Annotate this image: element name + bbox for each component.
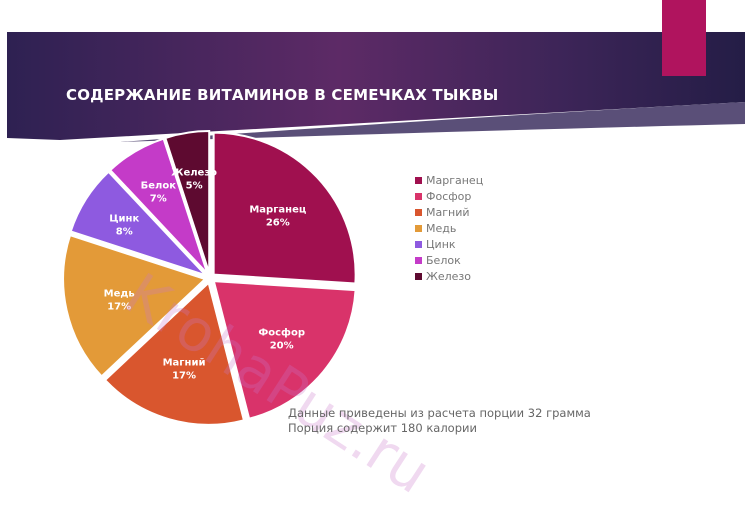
legend-swatch [415,272,422,280]
pie-slice [212,280,357,420]
legend-item: Медь [415,220,483,236]
legend-swatch [415,240,422,248]
legend-label: Фосфор [426,189,472,203]
legend-item: Магний [415,204,483,220]
footnote-line-2: Порция содержит 180 калории [288,421,477,435]
slice-label-value: 7% [150,194,167,205]
pie-slice [62,233,208,378]
legend-swatch [415,208,422,216]
legend-item: Цинк [415,236,483,252]
legend-label: Цинк [426,237,456,251]
legend-item: Железо [415,268,483,284]
pie-slice [212,131,357,285]
slice-label-value: 26% [266,217,290,228]
pie-slice [108,137,209,275]
slice-label-name: Железо [171,168,217,179]
legend-item: Фосфор [415,188,483,204]
pie-slice [103,280,246,426]
legend-label: Белок [426,253,461,267]
header-band [7,0,745,142]
slice-label-value: 5% [186,181,203,192]
slice-label-value: 17% [107,301,131,312]
footnote: Данные приведены из расчета порции 32 гр… [288,406,591,436]
pie-slice [164,130,211,274]
slice-label-value: 17% [172,370,196,381]
footnote-line-1: Данные приведены из расчета порции 32 гр… [288,406,591,420]
pie-chart: Марганец 26% Фосфор 20% Магний 17% Медь 17% Цинк… [62,130,357,426]
slice-label-name: Белок [141,181,177,192]
slice-label-value: 8% [116,227,133,238]
accent-rectangle [662,0,706,76]
slice-label-name: Магний [163,357,206,368]
legend-swatch [415,192,422,200]
legend-label: Медь [426,221,457,235]
slice-label-name: Фосфор [258,326,305,338]
chart-legend: Марганец Фосфор Магний Медь Цинк Белок Железо [415,172,483,284]
legend-swatch [415,256,422,264]
slice-label-name: Марганец [249,204,306,215]
slice-label-value: 20% [270,340,294,351]
legend-swatch [415,176,422,184]
slice-label-name: Цинк [109,214,139,225]
legend-item: Белок [415,252,483,268]
legend-label: Железо [426,269,471,283]
legend-label: Магний [426,205,470,219]
slice-label-name: Медь [104,288,135,299]
legend-label: Марганец [426,173,484,187]
pie-slice [69,170,207,277]
legend-item: Марганец [415,172,483,188]
slide-title: СОДЕРЖАНИЕ ВИТАМИНОВ В СЕМЕЧКАХ ТЫКВЫ [66,86,499,104]
legend-swatch [415,224,422,232]
